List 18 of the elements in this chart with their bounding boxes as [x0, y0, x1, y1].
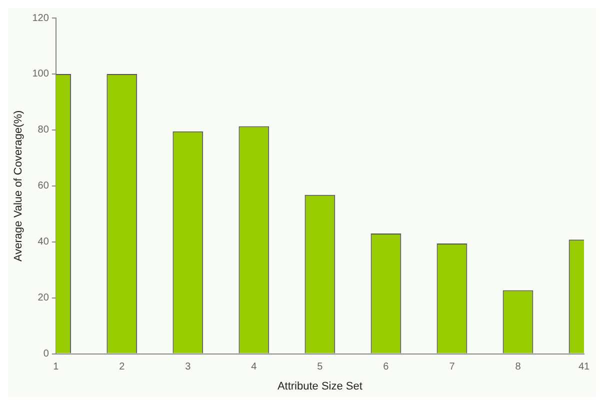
y-tick-label: 0: [43, 348, 50, 360]
y-tick-label: 60: [38, 180, 50, 192]
x-tick-label: 5: [317, 362, 324, 373]
x-tick-label: 1: [53, 362, 60, 373]
y-tick-label: 20: [38, 292, 50, 304]
y-tick-label: 120: [32, 12, 50, 24]
x-tick-label: 4: [251, 362, 258, 373]
x-tick-label: 3: [185, 362, 192, 373]
y-tick-label: 40: [38, 236, 50, 248]
x-axis-title: Attribute Size Set: [277, 380, 362, 392]
y-tick-label: 100: [32, 68, 50, 80]
y-tick-label: 80: [38, 124, 50, 136]
x-tick-label: 41: [578, 362, 590, 373]
x-tick-label: 8: [515, 362, 522, 373]
x-tick-label: 6: [383, 362, 390, 373]
y-axis-title: Average Value of Coverage(%): [12, 110, 25, 262]
x-tick-label: 7: [449, 362, 456, 373]
x-tick-label: 2: [119, 362, 126, 373]
